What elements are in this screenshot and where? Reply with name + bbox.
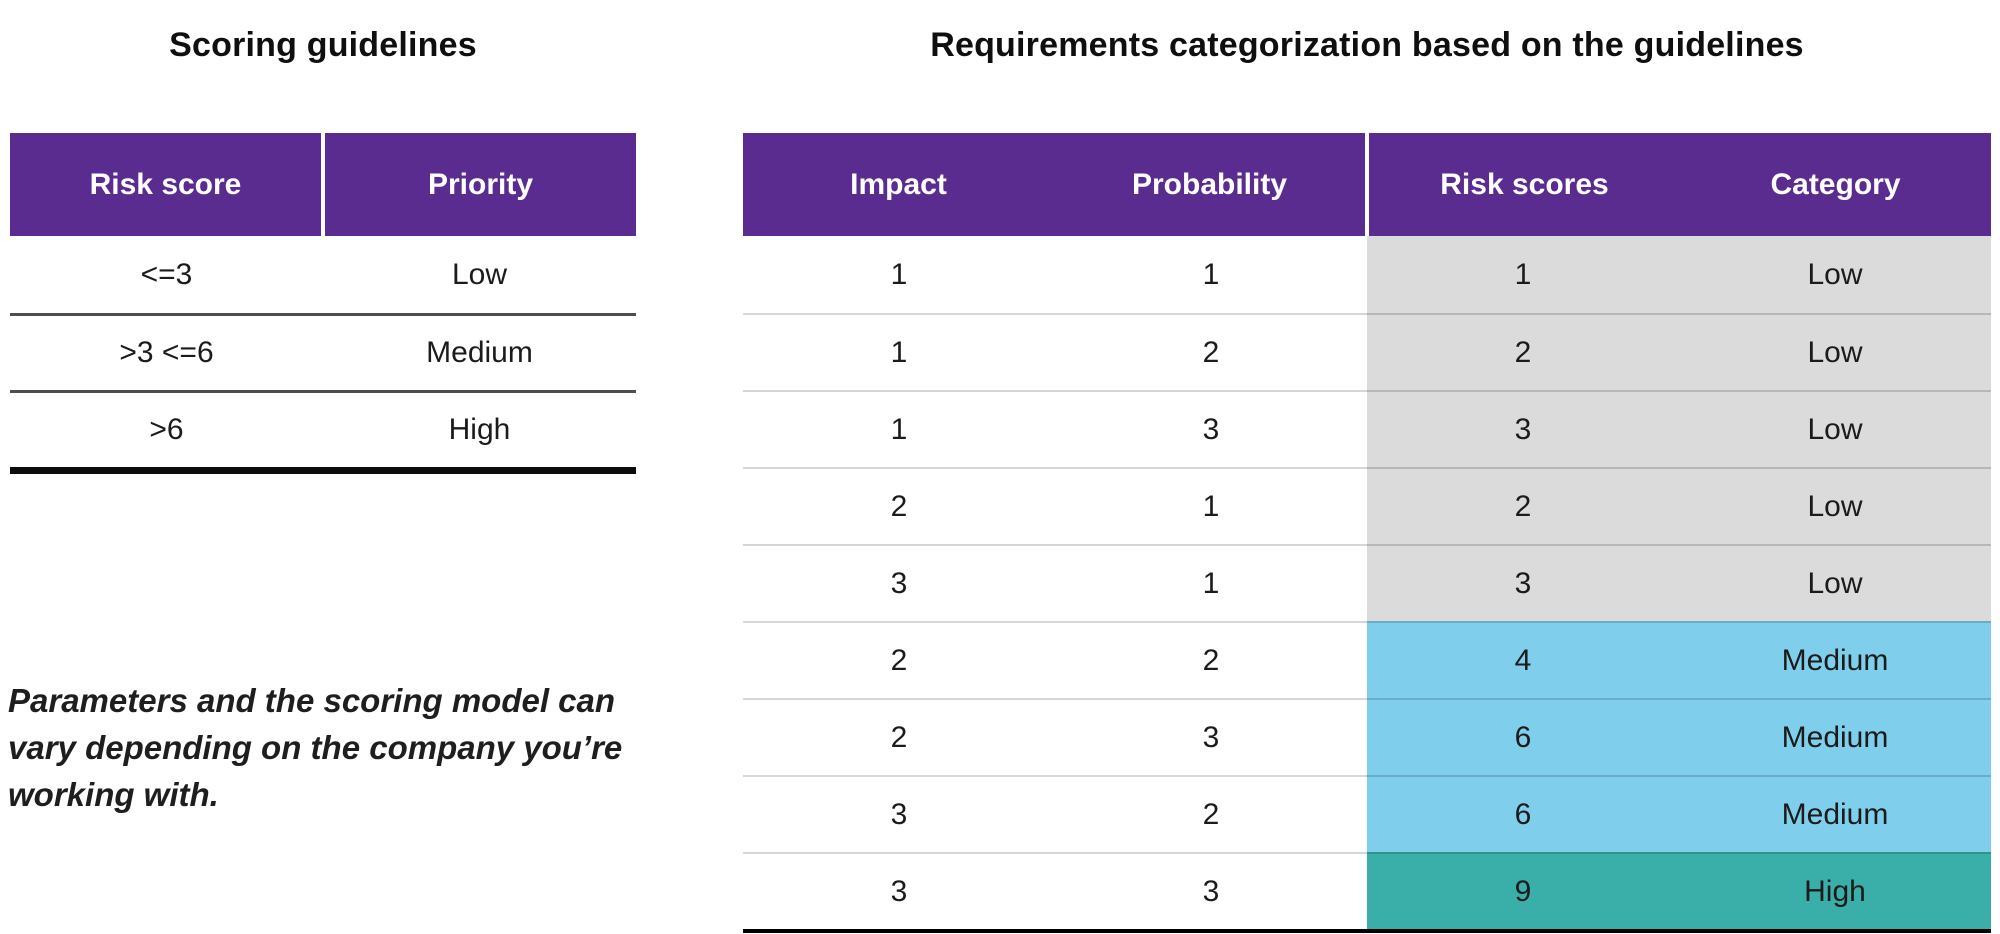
- risk-scores-cell: 6: [1367, 775, 1679, 852]
- impact-cell: 1: [743, 390, 1055, 467]
- risk-scores-cell: 2: [1367, 313, 1679, 390]
- priority-cell: Low: [451, 257, 508, 291]
- impact-cell: 1: [890, 257, 908, 291]
- impact-cell: 2: [743, 621, 1055, 698]
- probability-cell: 1: [1055, 544, 1367, 621]
- scoring-table-header: Risk score Priority: [10, 133, 636, 236]
- table-row: 2 3 6 Medium: [743, 698, 1991, 775]
- risk-scores-cell: 6: [1367, 698, 1679, 775]
- scoring-guidelines-title: Scoring guidelines: [169, 26, 477, 64]
- categorization-title: Requirements categorization based on the…: [930, 26, 1804, 64]
- table-row: 2 1 2 Low: [743, 467, 1991, 544]
- risk-scores-cell: 3: [1367, 544, 1679, 621]
- header-cell-category: Category: [1680, 133, 1991, 236]
- risk-scores-cell: 9: [1367, 852, 1679, 929]
- table-row: >3 <=6 Medium: [10, 313, 636, 390]
- impact-cell: 2: [743, 698, 1055, 775]
- priority-cell: Medium: [426, 336, 533, 369]
- probability-cell: 1: [1055, 467, 1367, 544]
- category-cell: Medium: [1679, 775, 1991, 852]
- categorization-table-header: Impact Probability Risk scores Category: [743, 133, 1991, 236]
- table-row: <=3 Low: [10, 236, 636, 313]
- impact-cell: 3: [743, 852, 1055, 929]
- scoring-note: Parameters and the scoring model can var…: [8, 682, 623, 813]
- risk-scores-cell: 3: [1367, 390, 1679, 467]
- table-row: 1 3 3 Low: [743, 390, 1991, 467]
- impact-cell: 2: [743, 467, 1055, 544]
- probability-cell: 3: [1055, 852, 1367, 929]
- table-row: >6 High: [10, 390, 636, 467]
- categorization-table: Impact Probability Risk scores Category …: [743, 133, 1991, 933]
- table-row: 3 1 3 Low: [743, 544, 1991, 621]
- category-cell: Low: [1679, 467, 1991, 544]
- risk-score-cell: >3 <=6: [119, 336, 214, 369]
- table-row: 2 2 4 Medium: [743, 621, 1991, 698]
- category-cell: Low: [1679, 313, 1991, 390]
- probability-cell: 2: [1055, 621, 1367, 698]
- table-row: 1 1 1 Low: [743, 236, 1991, 313]
- probability-cell: 2: [1055, 313, 1367, 390]
- risk-scores-cell: 1: [1367, 236, 1679, 313]
- category-cell: Low: [1679, 236, 1991, 313]
- table-row: 3 3 9 High: [743, 852, 1991, 929]
- category-cell: Medium: [1679, 621, 1991, 698]
- header-cell-probability: Probability: [1054, 133, 1365, 236]
- risk-score-cell: <=3: [140, 257, 193, 291]
- header-cell-impact: Impact: [743, 133, 1054, 236]
- impact-cell: 3: [743, 775, 1055, 852]
- impact-cell: 1: [743, 313, 1055, 390]
- category-cell: Low: [1679, 390, 1991, 467]
- risk-scores-cell: 2: [1367, 467, 1679, 544]
- impact-cell: 3: [743, 544, 1055, 621]
- risk-score-cell: >6: [149, 413, 184, 446]
- header-cell-risk-scores: Risk scores: [1365, 133, 1680, 236]
- priority-cell: High: [448, 413, 511, 446]
- probability-cell: 2: [1055, 775, 1367, 852]
- category-cell: Low: [1679, 544, 1991, 621]
- category-cell: Medium: [1679, 698, 1991, 775]
- table-row: 3 2 6 Medium: [743, 775, 1991, 852]
- table-row: 1 2 2 Low: [743, 313, 1991, 390]
- risk-scores-cell: 4: [1367, 621, 1679, 698]
- probability-cell: 3: [1055, 390, 1367, 467]
- probability-cell: 1: [1202, 257, 1220, 291]
- scoring-table: Risk score Priority <=3 Low >3 <=6 Mediu…: [10, 133, 636, 474]
- header-cell-risk-score: Risk score: [10, 133, 321, 236]
- category-cell: High: [1679, 852, 1991, 929]
- header-cell-priority: Priority: [321, 133, 636, 236]
- probability-cell: 3: [1055, 698, 1367, 775]
